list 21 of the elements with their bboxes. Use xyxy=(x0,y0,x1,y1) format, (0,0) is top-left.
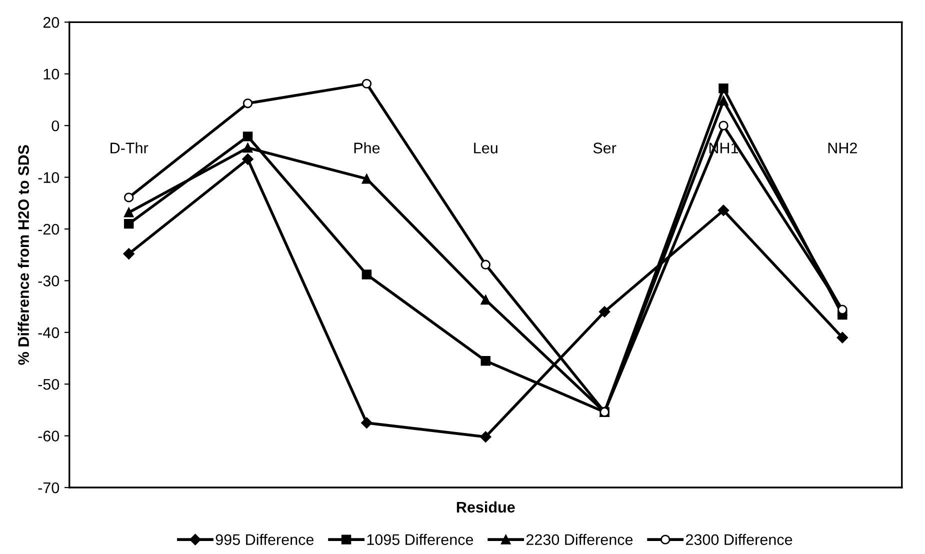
y-tick-label: 20 xyxy=(43,17,60,28)
x-tick-label: D-Thr xyxy=(110,142,148,154)
legend-label: 995 Difference xyxy=(216,534,314,546)
x-tick-label: Ser xyxy=(593,142,616,154)
y-tick-label: -30 xyxy=(38,276,60,286)
y-tick-label: 10 xyxy=(44,68,60,80)
y-tick-label: -20 xyxy=(38,224,60,235)
legend-label: 2230 Difference xyxy=(526,534,633,546)
y-tick-label: -40 xyxy=(38,327,60,338)
y-tick-label: -10 xyxy=(38,172,60,183)
y-tick-label: -50 xyxy=(38,378,60,390)
x-tick-label: NH2 xyxy=(828,142,857,154)
legend-label: 1095 Difference xyxy=(367,534,474,546)
y-axis-title: % Difference from H2O to SDS xyxy=(18,145,29,365)
y-tick-label: 0 xyxy=(52,120,60,132)
y-tick-label: -60 xyxy=(38,430,60,442)
x-tick-label: Leu xyxy=(474,142,498,154)
y-tick-label: -70 xyxy=(38,482,60,494)
legend-label: 2300 Difference xyxy=(686,534,792,546)
x-axis-title: Residue xyxy=(456,501,515,513)
x-tick-label: Phe xyxy=(354,142,380,154)
